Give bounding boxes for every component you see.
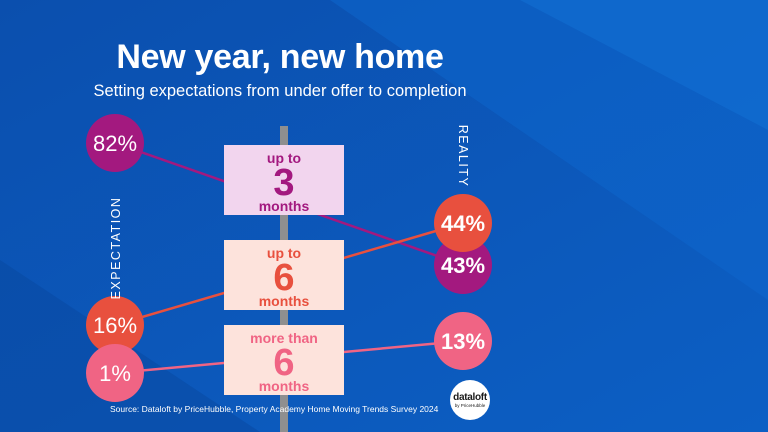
category-box-3 bbox=[224, 325, 344, 395]
category-number-1: 3 bbox=[273, 162, 294, 204]
expectation-value-3: 1% bbox=[99, 361, 131, 386]
reality-value-2: 44% bbox=[441, 211, 485, 236]
logo-sub: by PriceHubble bbox=[454, 403, 486, 408]
reality-circle-2 bbox=[434, 194, 492, 252]
category-top-label-2: up to bbox=[267, 245, 301, 261]
category-box-1 bbox=[224, 145, 344, 215]
category-top-label-1: up to bbox=[267, 150, 301, 166]
expectation-value-1: 82% bbox=[93, 131, 137, 156]
expectation-circle-1 bbox=[86, 114, 144, 172]
expectation-axis-label: EXPECTATION bbox=[109, 196, 123, 300]
category-number-3: 6 bbox=[273, 342, 294, 384]
category-bottom-label-1: months bbox=[259, 198, 310, 214]
reality-circle-1 bbox=[434, 236, 492, 294]
reality-circle-3 bbox=[434, 312, 492, 370]
category-box-2 bbox=[224, 240, 344, 310]
chart-subtitle: Setting expectations from under offer to… bbox=[93, 82, 467, 100]
source-note: Source: Dataloft by PriceHubble, Propert… bbox=[110, 404, 439, 414]
expectation-circle-3 bbox=[86, 344, 144, 402]
reality-value-3: 13% bbox=[441, 329, 485, 354]
category-number-2: 6 bbox=[273, 257, 294, 299]
chart-title: New year, new home bbox=[116, 38, 444, 76]
expectation-value-2: 16% bbox=[93, 313, 137, 338]
category-bottom-label-2: months bbox=[259, 293, 310, 309]
category-top-label-3: more than bbox=[250, 330, 318, 346]
logo-name: dataloft bbox=[453, 392, 487, 403]
dataloft-logo: dataloft by PriceHubble bbox=[450, 380, 490, 420]
reality-value-1: 43% bbox=[441, 253, 485, 278]
reality-axis-label: REALITY bbox=[456, 124, 470, 188]
expectation-circle-2 bbox=[86, 296, 144, 354]
category-bottom-label-3: months bbox=[259, 378, 310, 394]
